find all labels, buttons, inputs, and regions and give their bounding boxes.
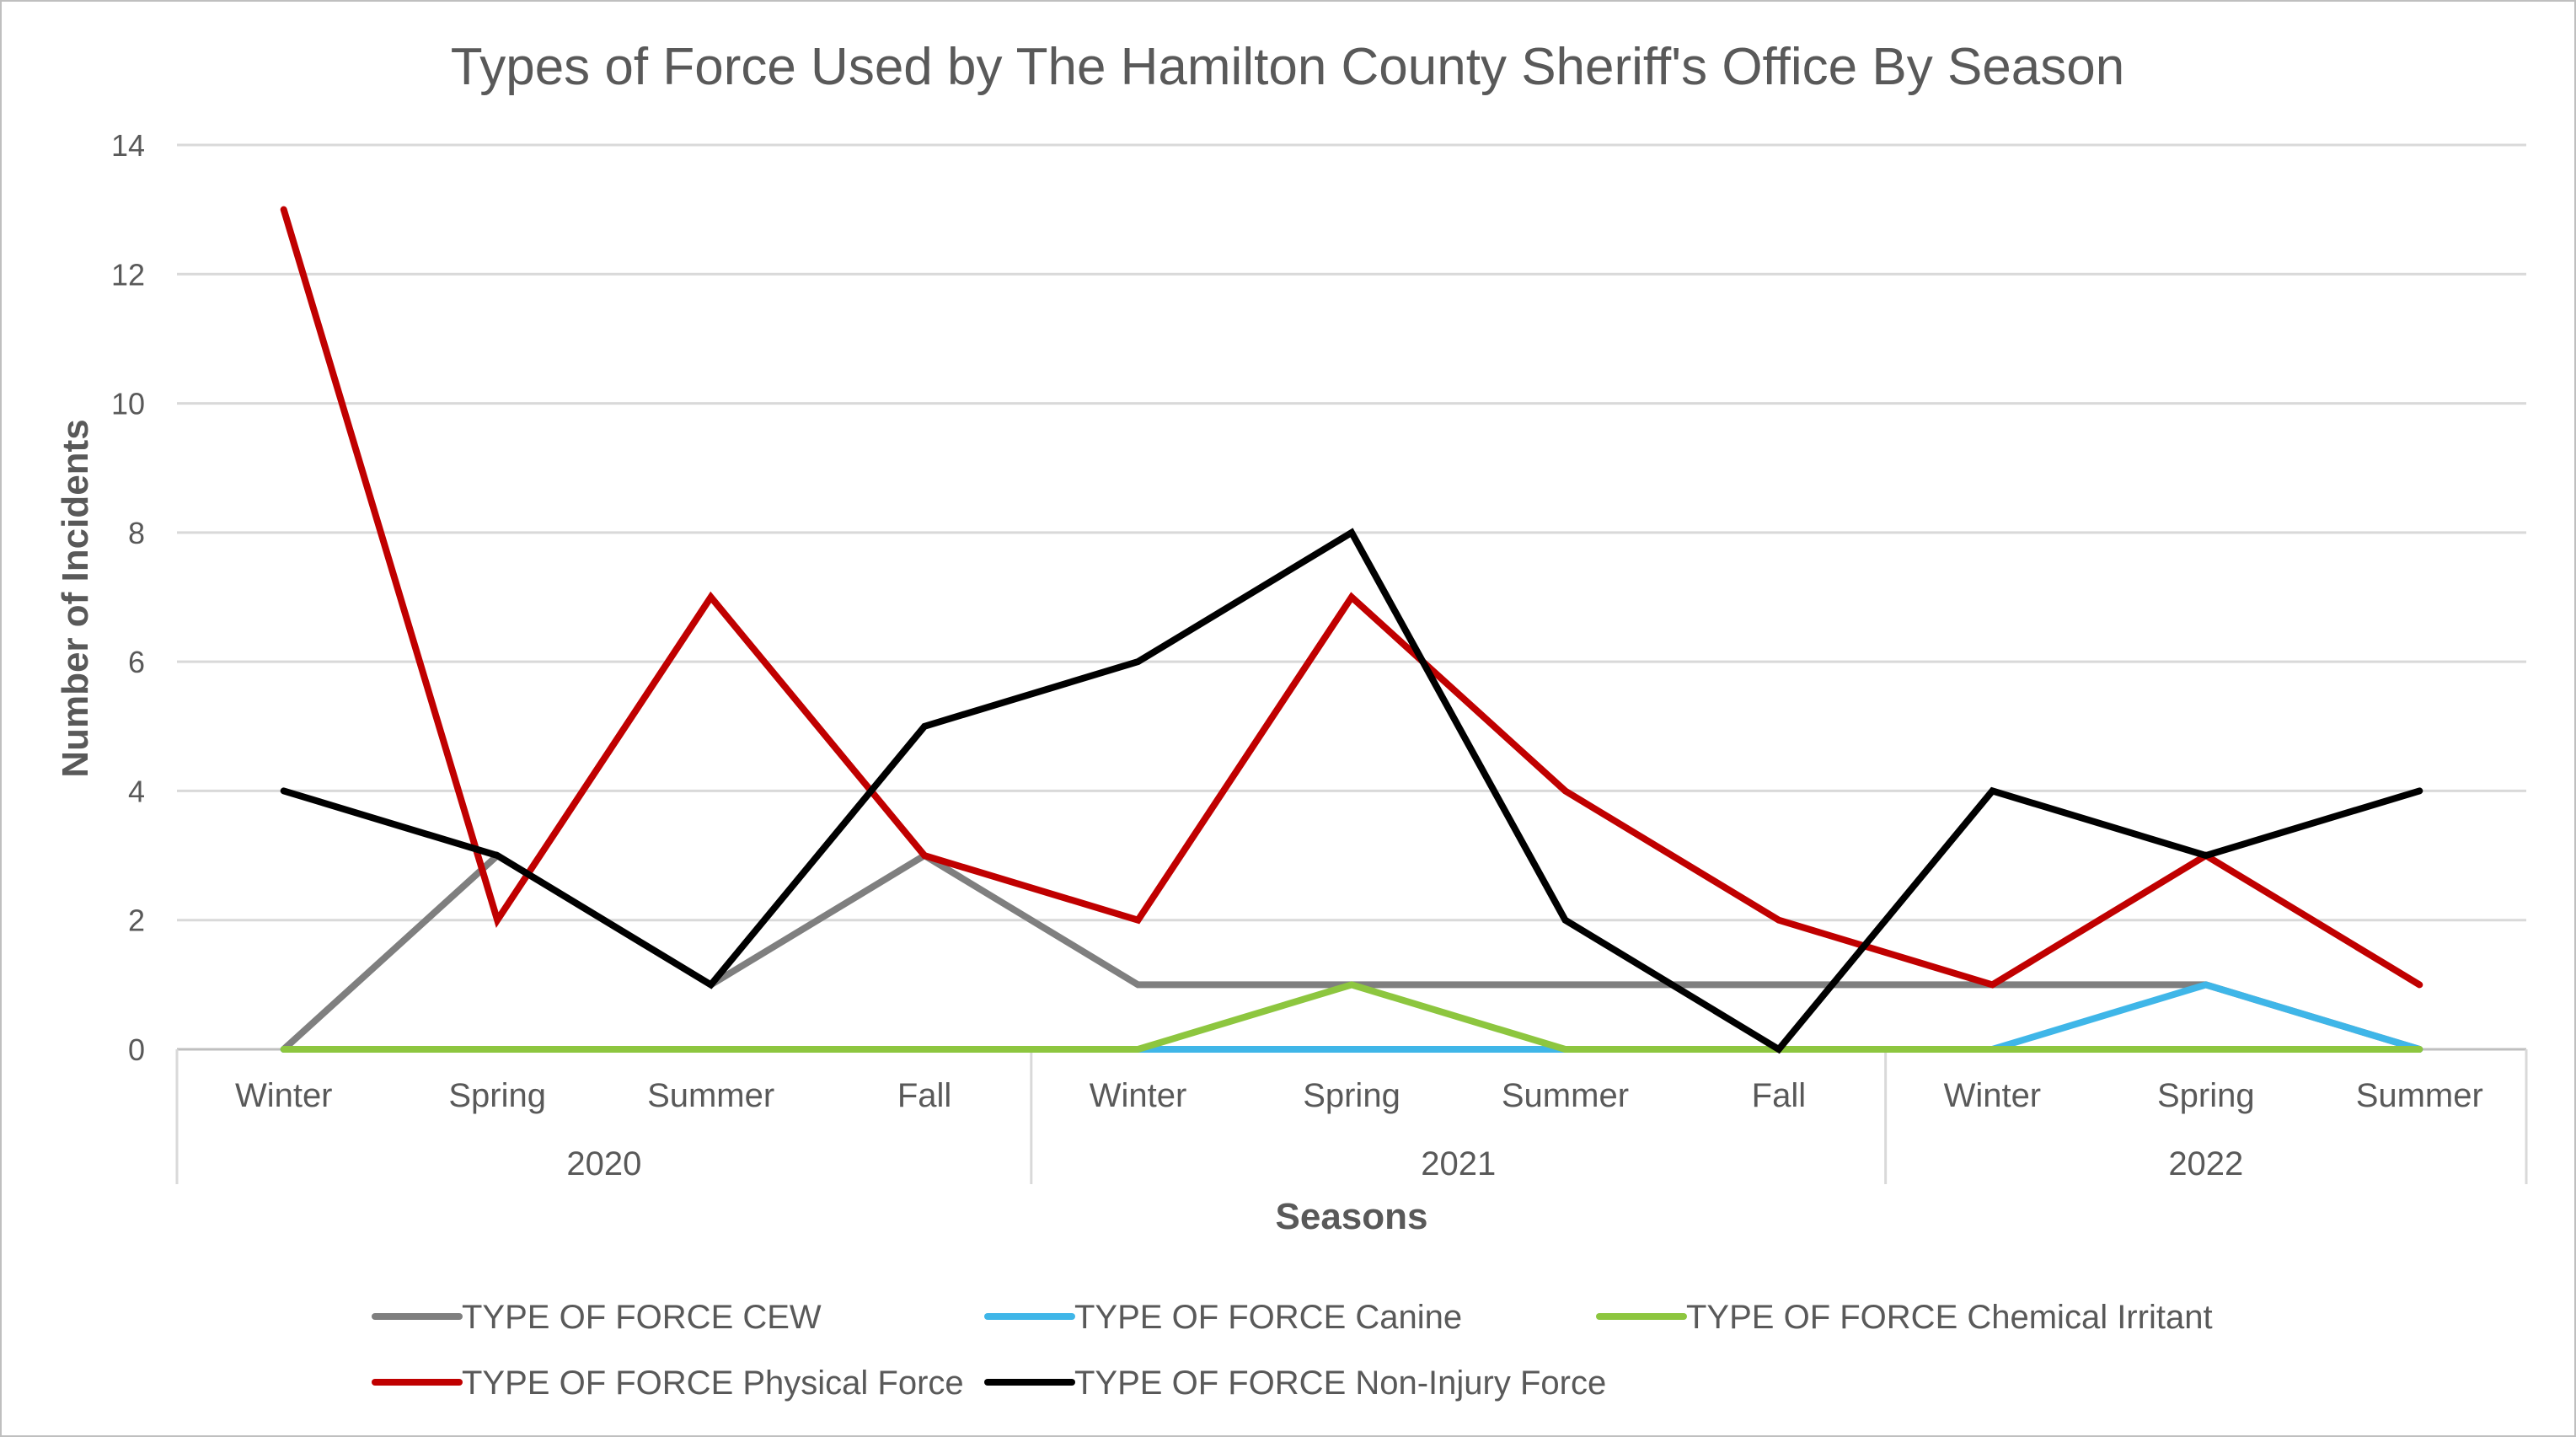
series-line-4	[280, 528, 2423, 1054]
x-group-label: 2020	[566, 1145, 641, 1182]
x-category-label: Winter	[1090, 1077, 1187, 1114]
x-group-label: 2021	[1421, 1145, 1496, 1182]
x-group-label: 2022	[2168, 1145, 2243, 1182]
series-line-2	[280, 981, 2423, 1053]
x-category-label: Spring	[448, 1077, 546, 1114]
legend-label: TYPE OF FORCE CEW	[462, 1299, 822, 1336]
x-category-label: Spring	[1303, 1077, 1400, 1114]
x-category-label: Summer	[2356, 1077, 2483, 1114]
y-axis-title: Number of Incidents	[55, 419, 96, 777]
x-category-label: Summer	[647, 1077, 774, 1114]
x-axis: Winter Spring Summer Fall Winter Spring Summer…	[175, 1049, 2528, 1184]
legend-label: TYPE OF FORCE Canine	[1074, 1299, 1462, 1336]
series-line-3	[280, 206, 2423, 989]
y-tick-label: 0	[128, 1032, 145, 1067]
x-category-label: Winter	[1944, 1077, 2042, 1114]
y-tick-label: 6	[128, 645, 145, 679]
y-tick-label: 8	[128, 516, 145, 550]
x-category-label: Winter	[235, 1077, 333, 1114]
legend-label: TYPE OF FORCE Chemical Irritant	[1686, 1299, 2213, 1336]
chart-title: Types of Force Used by The Hamilton Coun…	[451, 38, 2124, 96]
series-line-1	[280, 981, 2423, 1053]
legend: TYPE OF FORCE CEW TYPE OF FORCE Canine TYP…	[372, 1299, 2213, 1402]
x-category-label: Summer	[1502, 1077, 1629, 1114]
x-category-label: Spring	[2157, 1077, 2255, 1114]
y-tick-label: 12	[111, 257, 145, 292]
x-axis-title: Seasons	[1276, 1196, 1428, 1237]
series-lines	[280, 206, 2423, 1054]
legend-label: TYPE OF FORCE Non-Injury Force	[1074, 1365, 1606, 1402]
y-tick-label: 10	[111, 387, 145, 421]
y-tick-label: 14	[111, 128, 145, 163]
legend-label: TYPE OF FORCE Physical Force	[462, 1365, 964, 1402]
y-tick-label: 2	[128, 903, 145, 938]
y-axis: 0 2 4 6 8 10 12 14	[111, 128, 145, 1067]
x-category-label: Fall	[897, 1077, 951, 1114]
x-category-label: Fall	[1752, 1077, 1806, 1114]
y-tick-label: 4	[128, 774, 145, 808]
